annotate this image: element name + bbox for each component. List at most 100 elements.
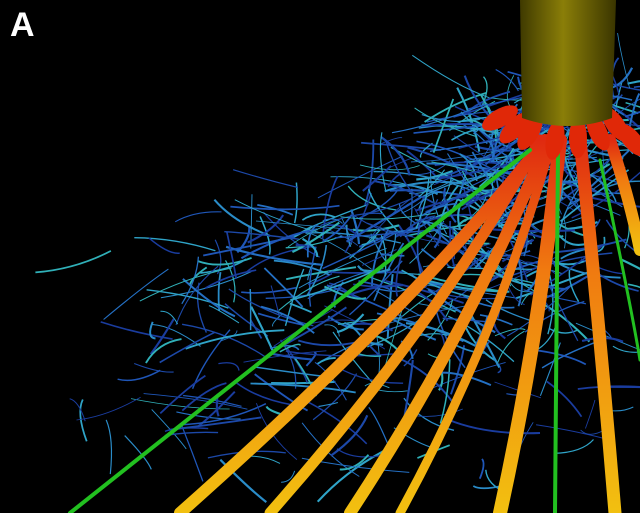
fine-root — [307, 263, 317, 281]
fine-root — [298, 247, 387, 289]
fine-root — [416, 170, 453, 181]
fine-root — [617, 33, 630, 89]
fine-root — [285, 350, 393, 357]
fine-root — [208, 305, 240, 324]
fine-root — [214, 239, 222, 275]
fine-root — [241, 286, 297, 294]
fine-root — [159, 331, 216, 364]
fine-root — [350, 209, 361, 245]
fine-root — [494, 328, 526, 337]
fine-root — [568, 269, 580, 302]
fine-root — [387, 173, 401, 188]
fine-root — [418, 169, 446, 198]
fine-root — [433, 224, 442, 249]
root — [553, 148, 560, 513]
fine-root — [134, 237, 216, 252]
fine-root — [301, 237, 319, 258]
root — [493, 133, 567, 513]
fine-root — [417, 191, 443, 211]
fine-root — [272, 352, 313, 361]
fine-root — [317, 155, 403, 199]
fine-root — [293, 182, 298, 224]
fine-root — [374, 180, 435, 204]
fine-root — [380, 235, 387, 277]
fine-root — [449, 234, 482, 269]
fine-root — [224, 230, 299, 240]
fine-root — [627, 80, 640, 85]
fine-root — [495, 68, 519, 92]
fine-root — [105, 419, 113, 475]
fine-root — [79, 399, 88, 442]
root-base — [617, 123, 640, 157]
fine-root — [234, 199, 324, 235]
fine-root — [344, 192, 373, 254]
fine-root — [305, 351, 317, 367]
fine-root — [139, 267, 232, 302]
fine-root — [345, 224, 352, 247]
fine-root — [390, 146, 476, 190]
fine-root — [308, 232, 372, 270]
fine-root — [175, 265, 219, 326]
fine-root — [234, 381, 294, 406]
fine-root — [384, 139, 415, 195]
fine-root — [320, 212, 384, 227]
fine-root — [619, 257, 640, 271]
fine-root — [69, 398, 86, 422]
fine-root — [548, 327, 578, 334]
fine-root — [412, 54, 490, 99]
fine-root — [160, 271, 252, 299]
root — [344, 134, 554, 513]
root — [264, 134, 546, 513]
fine-root — [547, 274, 554, 335]
fine-root — [286, 266, 357, 281]
fine-root — [362, 165, 392, 192]
fine-root — [329, 282, 356, 299]
fine-root — [291, 221, 340, 253]
fine-root — [633, 85, 640, 88]
fine-root — [340, 212, 437, 220]
root — [395, 135, 557, 513]
fine-root — [263, 267, 304, 308]
fine-root — [557, 261, 621, 279]
fine-root — [359, 164, 420, 171]
fine-root — [361, 248, 397, 266]
fine-root — [130, 398, 230, 410]
fine-root — [318, 401, 339, 408]
fine-root — [627, 283, 640, 289]
fine-root — [281, 470, 296, 483]
root — [604, 134, 640, 256]
fine-root — [308, 246, 317, 307]
fine-root — [403, 349, 418, 367]
fine-root — [159, 374, 206, 415]
fine-root — [232, 169, 299, 189]
fine-root — [366, 198, 412, 214]
fine-root — [196, 282, 208, 333]
fine-root — [478, 458, 485, 480]
fine-root — [182, 278, 236, 318]
fine-root — [218, 362, 240, 371]
fine-root — [380, 135, 411, 176]
fine-root — [279, 343, 302, 353]
root-base — [482, 105, 518, 131]
fine-root — [426, 287, 504, 300]
fine-root — [100, 321, 173, 340]
fine-root — [440, 371, 492, 387]
fine-root — [321, 175, 339, 240]
root — [598, 158, 640, 362]
fine-root — [416, 140, 494, 171]
fine-root — [324, 324, 340, 337]
root-base — [569, 118, 587, 158]
fine-root — [379, 132, 387, 191]
fine-root — [494, 381, 542, 399]
fine-root — [181, 382, 227, 412]
fine-root — [160, 310, 179, 325]
fine-root — [364, 139, 375, 206]
fine-root — [250, 194, 253, 249]
fine-root — [342, 369, 404, 384]
fine-root — [174, 211, 222, 223]
fine-root — [306, 224, 318, 258]
fine-root — [401, 269, 470, 298]
fine-root — [452, 231, 490, 245]
fine-root — [219, 458, 267, 503]
